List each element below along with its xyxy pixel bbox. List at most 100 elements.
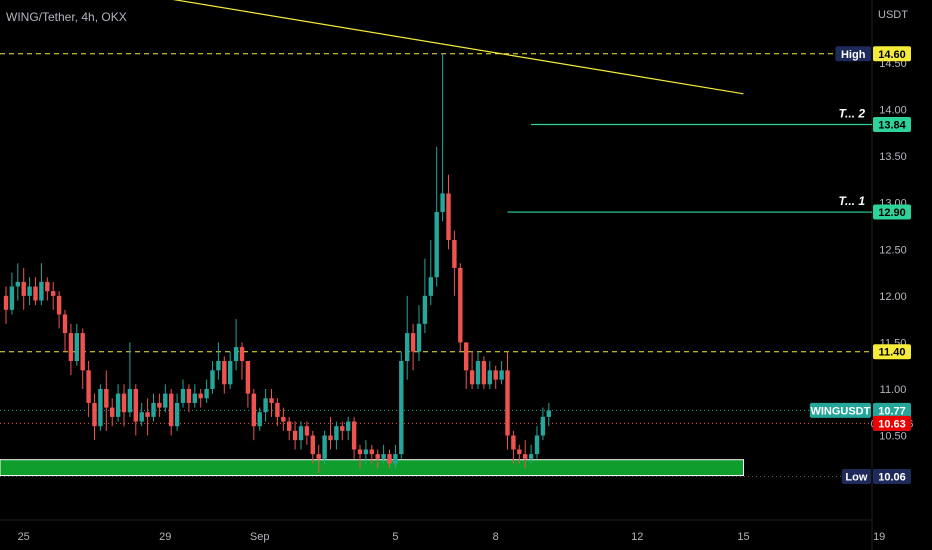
- candle-body: [440, 193, 445, 213]
- candle-body: [21, 281, 26, 296]
- candle-body: [98, 388, 103, 427]
- candle-body: [399, 361, 404, 455]
- price-tag-label: Low: [845, 471, 867, 483]
- candle-body: [45, 281, 50, 292]
- candle-body: [198, 393, 203, 399]
- candle-body: [257, 412, 262, 427]
- candle-body: [39, 281, 44, 301]
- candle-body: [428, 277, 433, 296]
- candle-body: [405, 333, 410, 362]
- candle-body: [351, 421, 357, 450]
- candle-body: [245, 361, 251, 394]
- candle-body: [322, 435, 327, 459]
- candle-body: [228, 361, 233, 385]
- price-label-value: 12.90: [878, 207, 906, 219]
- price-tag-box: [809, 402, 871, 418]
- price-label-value: 13.84: [878, 120, 906, 132]
- price-label-value: 14.60: [878, 49, 906, 61]
- candle-body: [115, 393, 121, 417]
- candle-body: [304, 426, 310, 436]
- target-label: T... 2: [839, 107, 866, 121]
- candle-body: [174, 402, 180, 427]
- candle-body: [169, 393, 174, 427]
- price-label-box: [873, 204, 911, 220]
- candle-body: [74, 333, 79, 362]
- candle-body: [511, 435, 516, 450]
- candle-body: [523, 454, 528, 459]
- price-label-value: 10.63: [878, 418, 906, 430]
- price-label-box: [873, 415, 911, 431]
- candle-body: [452, 239, 457, 268]
- x-tick-label: 15: [737, 531, 749, 543]
- candle-body: [287, 421, 292, 431]
- candle-body: [3, 295, 9, 310]
- candle-body: [422, 295, 428, 324]
- trendline: [172, 0, 744, 95]
- candle-body: [157, 402, 162, 408]
- candle-body: [540, 416, 546, 436]
- candle-body: [127, 388, 133, 413]
- y-tick-label: 12.00: [879, 291, 907, 303]
- y-tick-label: 10.50: [879, 431, 907, 443]
- candle-body: [145, 412, 150, 417]
- candle-body: [233, 347, 239, 362]
- candle-body: [222, 361, 227, 385]
- candle-body: [298, 426, 304, 441]
- candle-body: [458, 267, 463, 343]
- candle-body: [80, 333, 85, 371]
- currency-label: USDT: [878, 9, 908, 21]
- candle-body: [27, 286, 32, 296]
- candle-body: [163, 393, 168, 408]
- candle-body: [121, 393, 127, 413]
- candle-body: [62, 314, 68, 334]
- price-label-box: [873, 468, 911, 484]
- price-label-value: 11.40: [879, 347, 906, 359]
- candle-body: [334, 426, 339, 441]
- candle-body: [281, 416, 286, 422]
- price-tag-label: High: [841, 49, 866, 61]
- candle-body: [210, 370, 215, 389]
- candle-body: [346, 421, 351, 431]
- candle-body: [505, 370, 510, 436]
- candle-body: [517, 449, 522, 455]
- candle-body: [381, 454, 386, 459]
- candle-body: [387, 454, 392, 464]
- candle-body: [92, 402, 97, 427]
- x-tick-label: Sep: [250, 531, 270, 543]
- candle-body: [410, 333, 416, 352]
- target-label: T... 1: [839, 194, 866, 208]
- price-tag-box: [841, 468, 871, 484]
- chart-title: WING/Tether, 4h, OKX: [6, 10, 127, 24]
- candle-body: [340, 426, 345, 431]
- y-tick-label: 12.50: [879, 244, 907, 256]
- candle-body: [15, 281, 20, 287]
- candle-body: [192, 393, 197, 403]
- x-tick-label: 19: [873, 531, 885, 543]
- candle-body: [139, 412, 144, 422]
- candle-body: [369, 449, 374, 455]
- candle-body: [110, 407, 115, 417]
- candle-body: [204, 388, 209, 399]
- candle-body: [104, 388, 109, 408]
- price-label-box: [873, 117, 911, 133]
- candle-body: [469, 370, 475, 385]
- candle-body: [68, 333, 74, 362]
- y-tick-label: 13.50: [879, 151, 907, 163]
- x-tick-label: 12: [631, 531, 643, 543]
- candle-body: [546, 410, 551, 417]
- candle-body: [487, 370, 492, 385]
- candle-body: [9, 286, 15, 310]
- x-tick-label: 25: [18, 531, 30, 543]
- candle-body: [263, 398, 268, 413]
- price-label-box: [873, 46, 911, 62]
- price-label-value: 10.77: [878, 405, 906, 417]
- candle-body: [528, 454, 534, 459]
- candle-body: [269, 398, 274, 403]
- x-tick-label: 29: [159, 531, 171, 543]
- candle-body: [328, 435, 333, 441]
- candle-body: [292, 430, 298, 441]
- candle-body: [481, 361, 487, 385]
- candle-body: [475, 361, 481, 385]
- y-tick-label: 11.00: [880, 384, 907, 396]
